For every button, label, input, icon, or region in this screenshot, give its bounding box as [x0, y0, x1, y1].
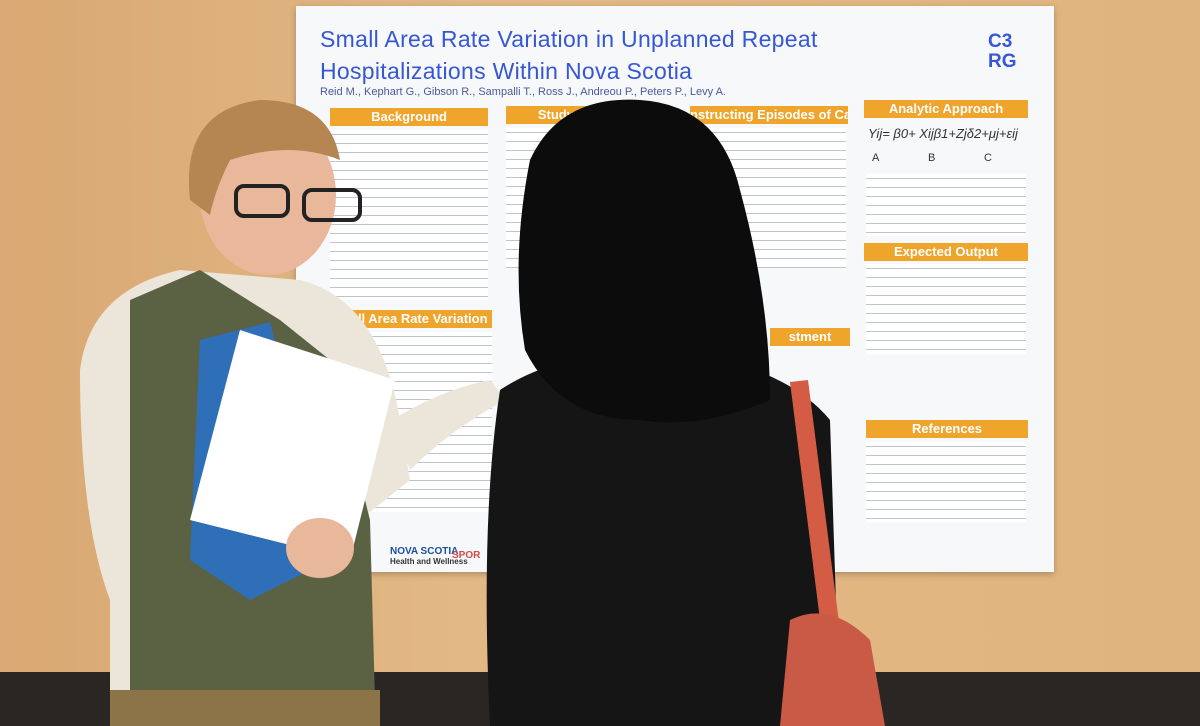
glasses	[234, 184, 290, 218]
poster-title: Small Area Rate Variation in Unplanned R…	[320, 26, 818, 52]
hand	[286, 518, 354, 578]
sponsor-sub: Health and Wellness	[390, 557, 468, 566]
logo: C3 RG	[988, 32, 1017, 72]
sponsor: SPOR	[452, 550, 481, 561]
poster-title: Hospitalizations Within Nova Scotia	[320, 58, 693, 84]
sponsor-name: NOVA SCOTIA	[390, 546, 459, 557]
bag-strap	[790, 380, 840, 636]
hair	[188, 100, 340, 215]
section-header: References	[866, 420, 1028, 438]
bag	[780, 613, 885, 726]
hair	[518, 99, 770, 423]
papers	[190, 330, 395, 560]
label: A	[872, 152, 880, 164]
glasses	[302, 188, 362, 222]
label: B	[928, 152, 936, 164]
formula: Yij= β0+ Xijβ1+Zjδ2+μj+εij	[868, 126, 1018, 141]
section-header: stment	[770, 328, 850, 346]
authors: Reid M., Kephart G., Gibson R., Sampalli…	[320, 86, 726, 98]
section-header: Small Area Rate Variation	[326, 310, 492, 328]
section-header: Analytic Approach	[864, 100, 1028, 118]
text-block	[866, 174, 1026, 236]
arm	[392, 380, 505, 470]
text-block	[866, 442, 1026, 522]
section-header: Expected Output	[864, 243, 1028, 261]
trousers	[110, 690, 380, 726]
label: C	[984, 152, 992, 164]
text-block	[866, 264, 1026, 354]
logo-text: C3	[988, 31, 1013, 52]
sponsor: NOVA SCOTIA Health and Wellness	[390, 546, 468, 566]
section-header: Background	[330, 108, 488, 126]
text-block	[330, 130, 488, 300]
section-header: nstructing Episodes of Care	[690, 106, 848, 124]
logo-text: RG	[988, 51, 1017, 72]
sweater	[486, 351, 840, 726]
formula-labels: A B C	[872, 152, 992, 164]
